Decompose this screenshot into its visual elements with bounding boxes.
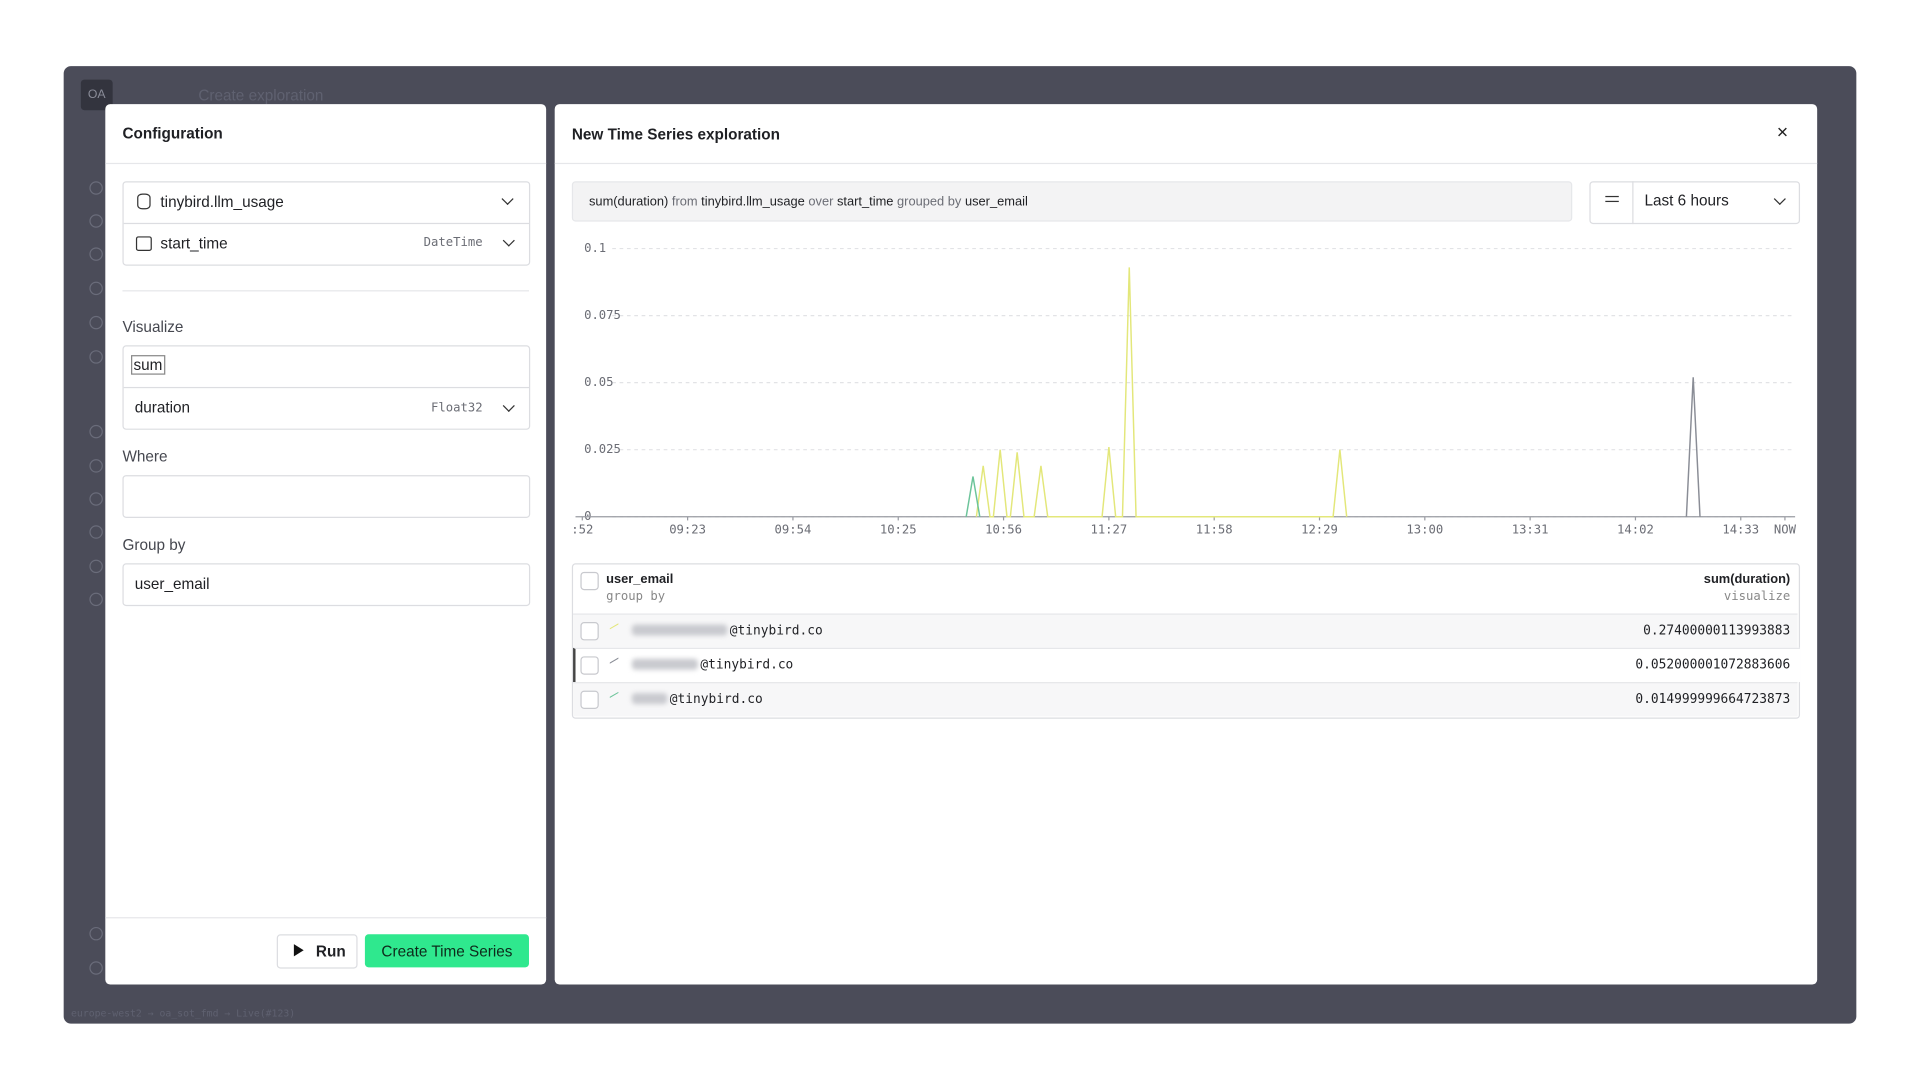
x-tick-label: 13:31 [1512,523,1549,537]
series-line [1686,377,1700,516]
x-tick-label: 09:23 [669,523,706,537]
x-tick-label: 10:56 [985,523,1022,537]
sidebar-icon[interactable] [89,927,102,940]
checkbox[interactable] [580,691,598,709]
x-tick-label: 12:29 [1301,523,1338,537]
y-tick-label: 0.025 [584,442,621,456]
x-tick-label: 13:00 [1406,523,1443,537]
x-tick-label: 11:27 [1090,523,1127,537]
checkbox[interactable] [580,656,598,674]
sidebar-icon[interactable] [89,593,102,606]
series-line [976,267,1346,516]
x-tick-label: 14:02 [1617,523,1654,537]
checkbox[interactable] [580,622,598,640]
sidebar-icon[interactable] [89,316,102,329]
sidebar-icon[interactable] [89,247,102,260]
x-tick-label: 10:25 [880,523,917,537]
masked-name [632,624,728,635]
column-name: user_email [606,572,673,587]
x-tick-label: NOW [1774,523,1797,537]
value: 0.052000001072883606 [1635,658,1790,673]
x-tick-label: 09:54 [775,523,812,537]
column-name: sum(duration) [1704,572,1790,587]
sidebar-icon[interactable] [89,181,102,194]
email: @tinybird.co [730,623,823,638]
masked-name [632,659,698,670]
value: 0.014999999664723873 [1635,692,1790,707]
email: @tinybird.co [700,658,793,673]
email: @tinybird.co [670,692,763,707]
masked-name [632,693,668,704]
sidebar-icon[interactable] [89,459,102,472]
y-tick-label: 0.05 [584,375,613,389]
x-tick-label: :52 [571,523,593,537]
value: 0.27400000113993883 [1643,623,1790,638]
x-tick-label: 11:58 [1196,523,1233,537]
sidebar-icon[interactable] [89,492,102,505]
sidebar-icon[interactable] [89,560,102,573]
sidebar-icon[interactable] [89,525,102,538]
sidebar-icon[interactable] [89,214,102,227]
y-tick-label: 0.075 [584,308,621,322]
sidebar-icon[interactable] [89,350,102,363]
y-tick-label: 0.1 [584,241,606,255]
column-sub: group by [606,590,665,603]
sidebar-icon[interactable] [89,282,102,295]
sidebar-icon[interactable] [89,425,102,438]
sidebar-icon[interactable] [89,961,102,974]
checkbox[interactable] [580,572,598,590]
x-tick-label: 14:33 [1722,523,1759,537]
column-sub: visualize [1724,590,1790,603]
